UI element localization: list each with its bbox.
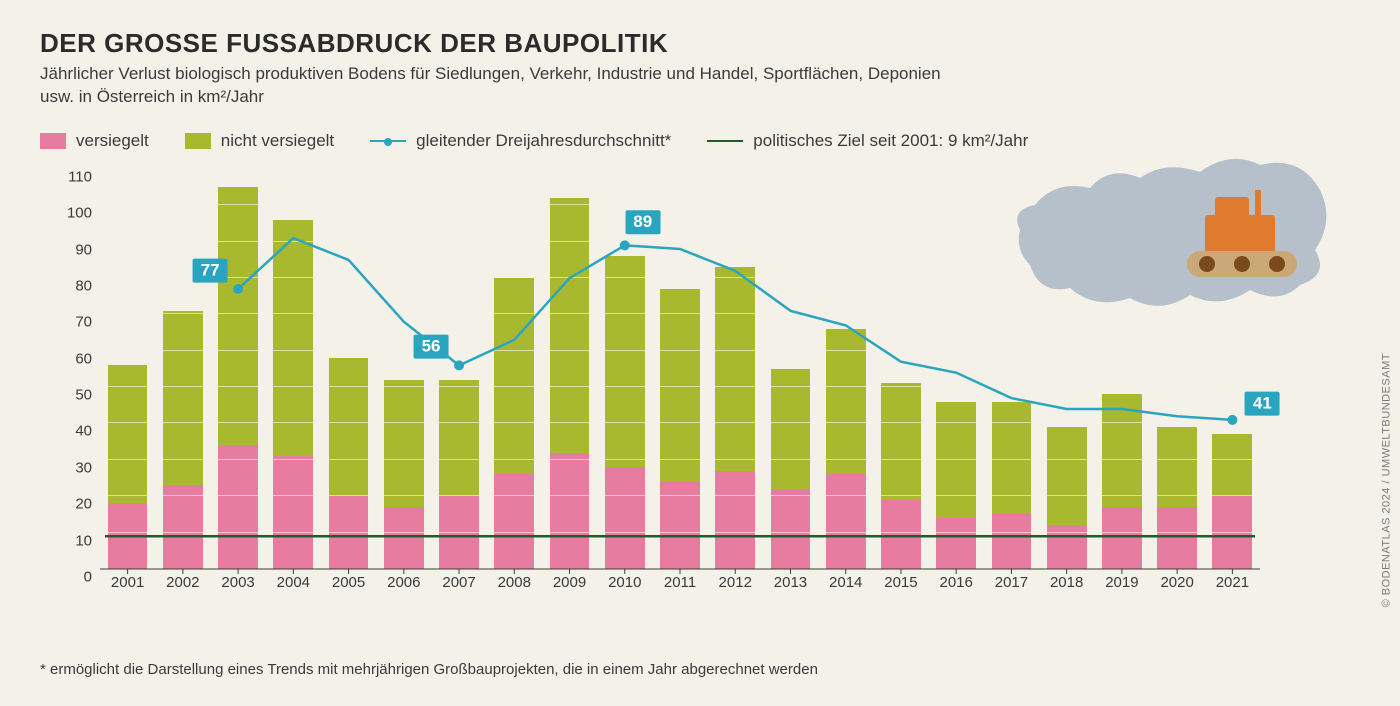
legend-label-sealed: versiegelt [76, 131, 149, 151]
x-tick: 2016 [940, 574, 973, 591]
y-tick: 70 [75, 314, 92, 331]
credit-text: © BODENATLAS 2024 / UMWELTBUNDESAMT [1380, 353, 1392, 607]
legend-item-unsealed: nicht versiegelt [185, 131, 334, 151]
swatch-unsealed [185, 133, 211, 149]
x-tick: 2009 [553, 574, 586, 591]
y-tick: 80 [75, 277, 92, 294]
legend: versiegelt nicht versiegelt gleitender D… [40, 131, 1350, 151]
swatch-target-line [707, 140, 743, 142]
swatch-sealed [40, 133, 66, 149]
x-tick: 2014 [829, 574, 862, 591]
x-tick: 2001 [111, 574, 144, 591]
x-tick: 2020 [1160, 574, 1193, 591]
x-tick: 2021 [1216, 574, 1249, 591]
line-callout: 41 [1245, 391, 1280, 415]
legend-item-sealed: versiegelt [40, 131, 149, 151]
x-tick: 2007 [442, 574, 475, 591]
x-tick: 2017 [995, 574, 1028, 591]
y-tick: 20 [75, 496, 92, 513]
x-tick: 2008 [498, 574, 531, 591]
chart: 0102030405060708090100110 77568941 20012… [50, 169, 1270, 609]
legend-item-target: politisches Ziel seit 2001: 9 km²/Jahr [707, 131, 1028, 151]
y-tick: 30 [75, 459, 92, 476]
overlay-lines [100, 169, 1260, 569]
x-axis: 2001 2002 2003 2004 2005 2006 2007 2008 2009 2010… [100, 574, 1260, 598]
x-tick: 2015 [884, 574, 917, 591]
x-tick: 2002 [166, 574, 199, 591]
line-callout: 89 [625, 210, 660, 234]
x-tick: 2004 [277, 574, 310, 591]
x-tick: 2010 [608, 574, 641, 591]
y-tick: 0 [84, 568, 92, 585]
x-tick: 2003 [221, 574, 254, 591]
y-tick: 50 [75, 387, 92, 404]
page-title: DER GROSSE FUSSABDRUCK DER BAUPOLITIK [40, 28, 1350, 59]
legend-label-target: politisches Ziel seit 2001: 9 km²/Jahr [753, 131, 1028, 151]
x-tick: 2012 [719, 574, 752, 591]
x-tick: 2005 [332, 574, 365, 591]
line-callout: 77 [193, 258, 228, 282]
plot-area: 77568941 [100, 169, 1260, 569]
legend-label-unsealed: nicht versiegelt [221, 131, 334, 151]
y-tick: 90 [75, 241, 92, 258]
x-tick: 2011 [664, 574, 696, 591]
x-tick: 2013 [774, 574, 807, 591]
y-tick: 40 [75, 423, 92, 440]
y-tick: 10 [75, 532, 92, 549]
swatch-avg-line [370, 140, 406, 142]
line-callout: 56 [414, 335, 449, 359]
legend-label-avg: gleitender Dreijahresdurchschnitt* [416, 131, 671, 151]
y-tick: 60 [75, 350, 92, 367]
x-tick: 2018 [1050, 574, 1083, 591]
infographic-frame: DER GROSSE FUSSABDRUCK DER BAUPOLITIK Jä… [0, 0, 1400, 706]
y-tick: 100 [67, 205, 92, 222]
legend-item-avg: gleitender Dreijahresdurchschnitt* [370, 131, 671, 151]
y-tick: 110 [68, 168, 92, 185]
x-tick: 2006 [387, 574, 420, 591]
y-axis: 0102030405060708090100110 [50, 169, 100, 569]
page-subtitle: Jährlicher Verlust biologisch produktive… [40, 63, 960, 109]
x-tick: 2019 [1105, 574, 1138, 591]
footnote: * ermöglicht die Darstellung eines Trend… [40, 661, 818, 678]
